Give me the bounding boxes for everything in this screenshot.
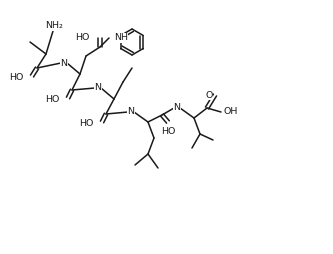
Text: N: N: [128, 107, 135, 117]
Text: HO: HO: [75, 34, 89, 42]
Text: NH: NH: [114, 34, 128, 42]
Text: NH₂: NH₂: [45, 22, 63, 30]
Text: N: N: [173, 103, 180, 113]
Text: N: N: [95, 84, 102, 92]
Text: HO: HO: [79, 119, 93, 129]
Text: HO: HO: [9, 73, 23, 83]
Text: N: N: [61, 58, 68, 68]
Text: O: O: [205, 90, 213, 100]
Text: HO: HO: [45, 96, 59, 104]
Text: HO: HO: [161, 126, 175, 135]
Text: OH: OH: [223, 107, 237, 117]
